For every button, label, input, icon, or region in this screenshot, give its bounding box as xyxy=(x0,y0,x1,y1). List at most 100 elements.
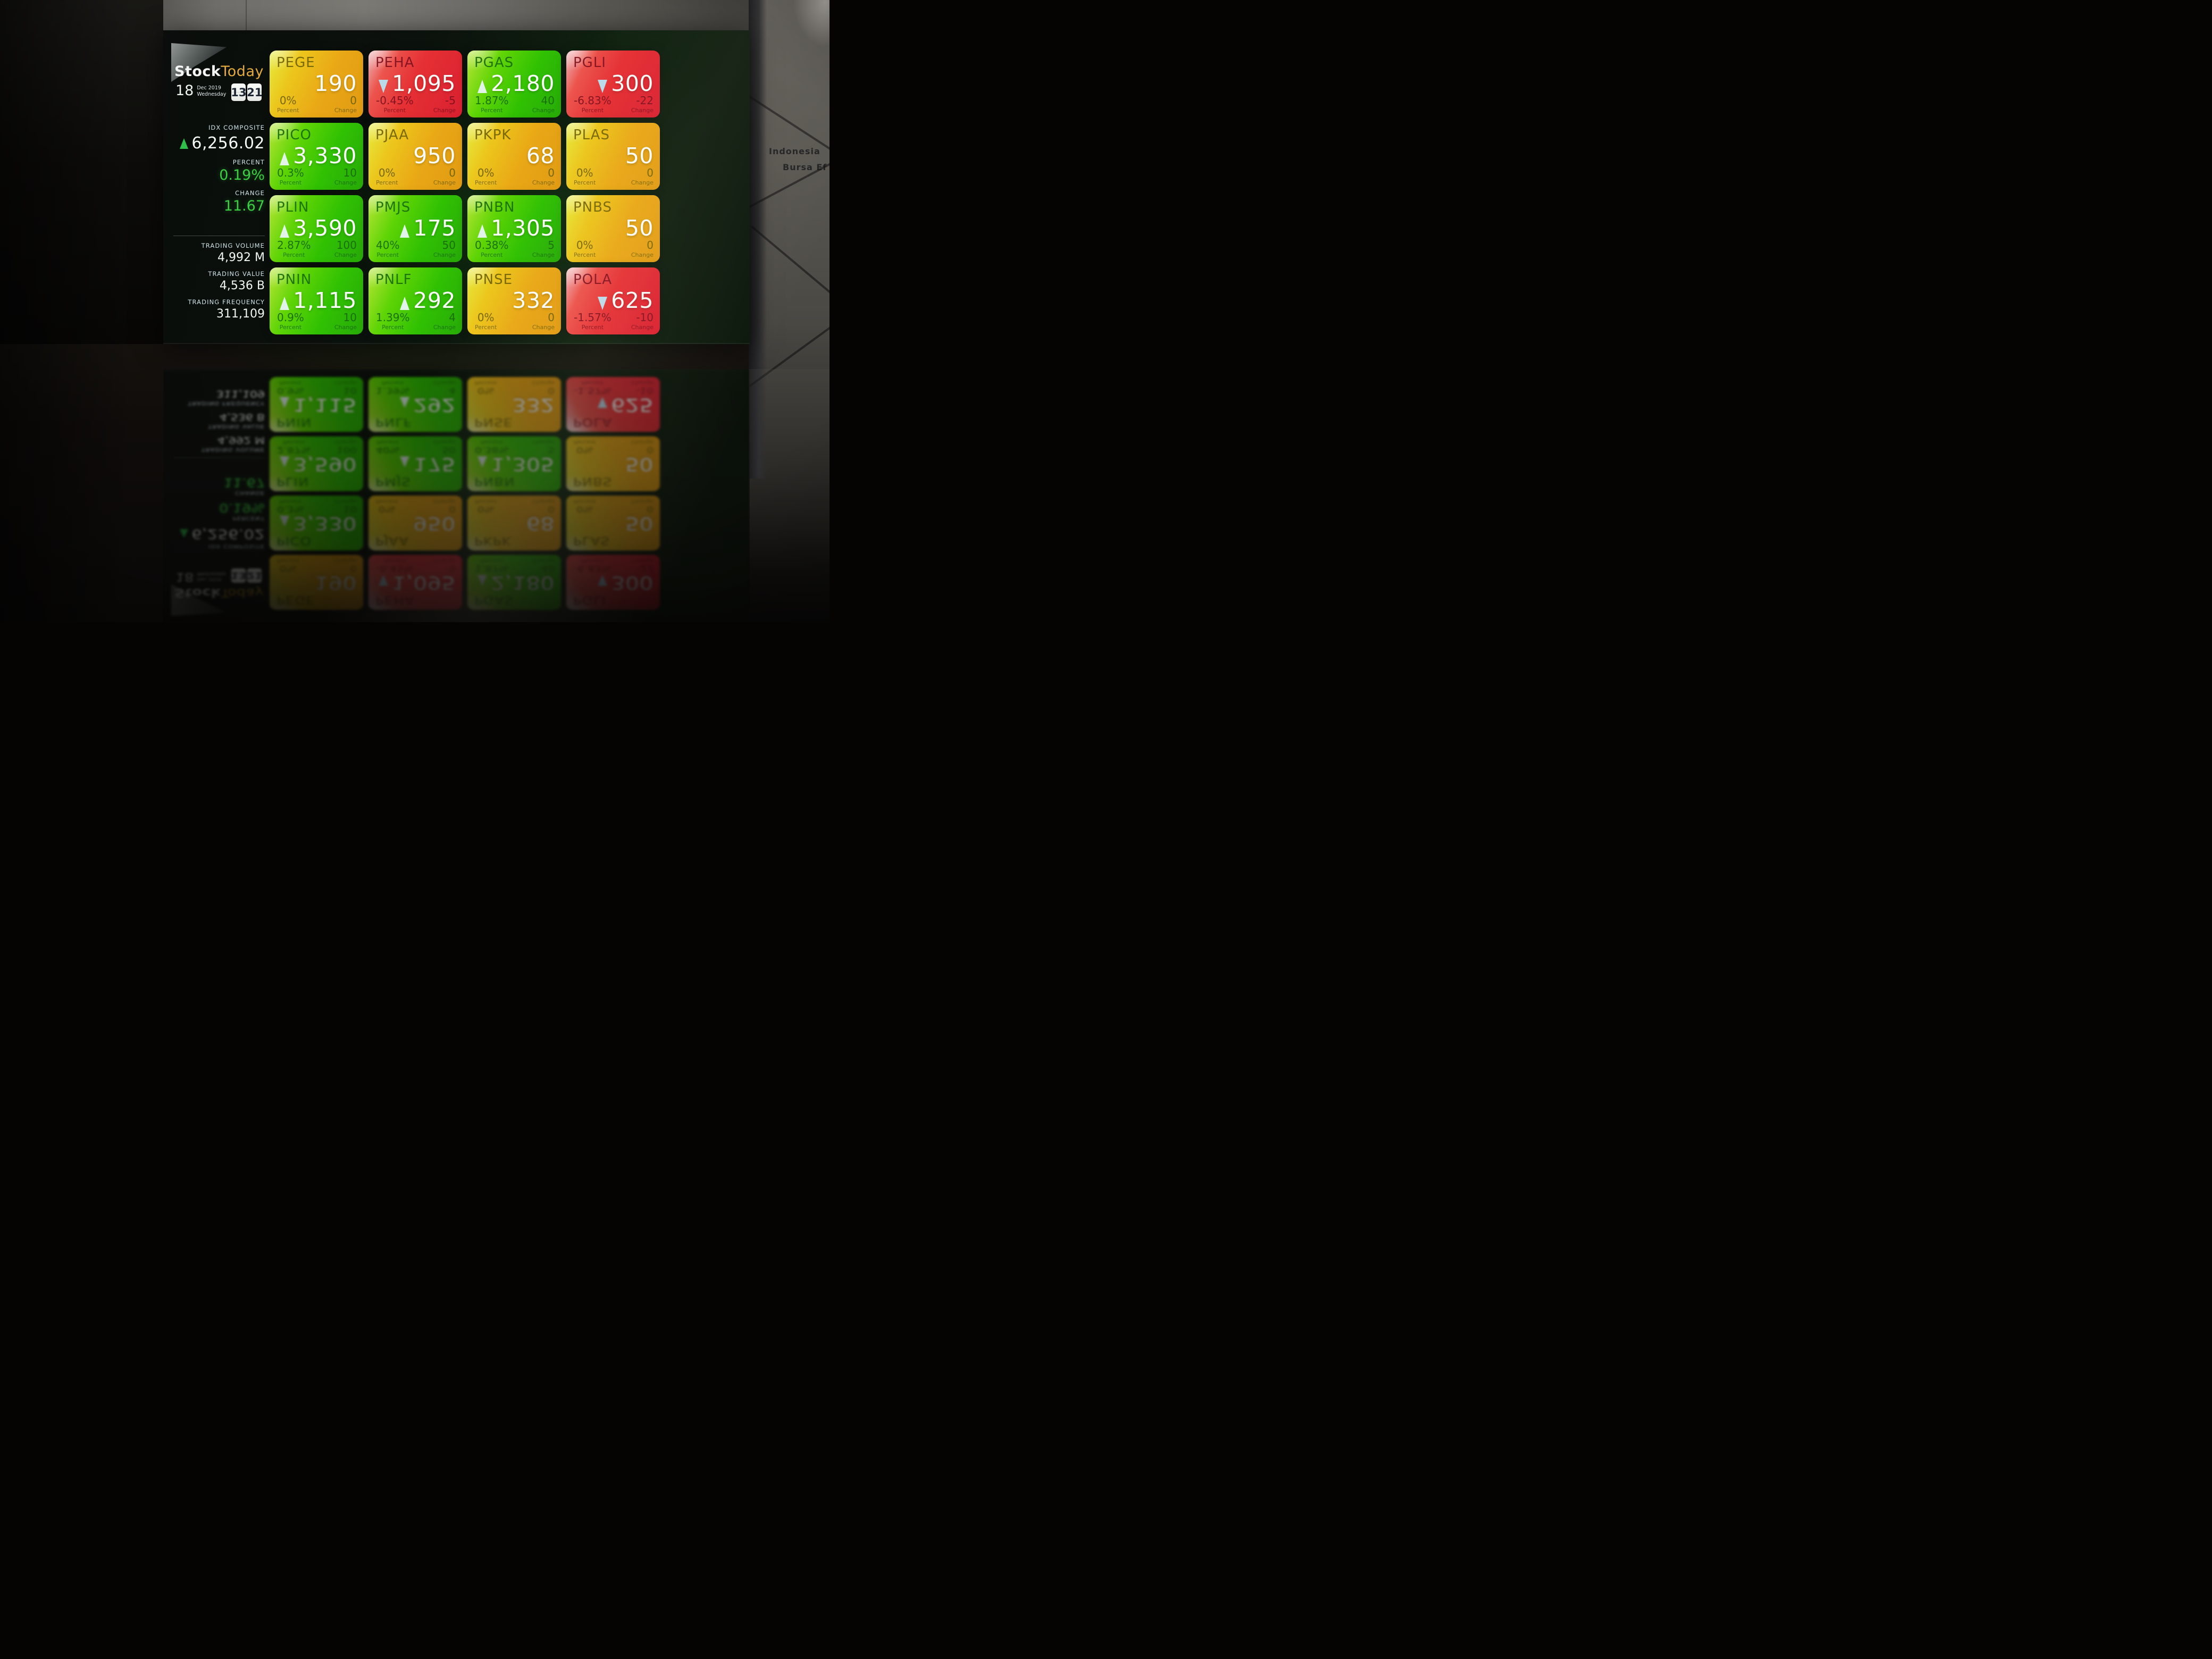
up-triangle-icon xyxy=(280,297,290,310)
percent-label: Percent xyxy=(376,179,398,186)
ticker-symbol: PNLF xyxy=(375,272,412,288)
wall-left-dark xyxy=(0,0,163,372)
app-title: StockToday xyxy=(174,63,264,80)
stock-tile: PNBN 1,305 0.38% Percent 5 Change xyxy=(467,195,561,262)
tile-stats-row: -6.83% Percent -22 Change xyxy=(574,95,653,114)
down-triangle-icon xyxy=(379,80,389,93)
price-row: 3,590 xyxy=(280,217,357,239)
percent-block: -1.57% Percent xyxy=(574,312,611,331)
price-row: 1,095 xyxy=(379,73,456,95)
percent-block: 0% Percent xyxy=(475,167,497,186)
change-block: 0 Change xyxy=(433,167,456,186)
change-label: Change xyxy=(532,179,555,186)
change-label: Change xyxy=(433,324,456,331)
change-block: 10 Change xyxy=(334,312,357,331)
pillar-reflection xyxy=(749,369,830,622)
percent-block: 0.38% Percent xyxy=(475,239,509,258)
date-sub: Dec 2019 Wednesday xyxy=(197,85,226,98)
percent-value: 0.3% xyxy=(277,166,304,179)
change-value: 0 xyxy=(449,166,456,179)
trading-volume-value: 4,992 M xyxy=(217,251,265,264)
ticker-symbol: PGAS xyxy=(474,55,514,71)
brand-stock: Stock xyxy=(174,63,221,80)
percent-label: Percent xyxy=(581,107,604,114)
stock-tile: PNLF 292 1.39% Percent 4 Change xyxy=(368,267,462,334)
down-triangle-icon xyxy=(598,297,608,310)
percent-value: -1.57% xyxy=(574,311,611,324)
change-value: 0 xyxy=(647,239,653,252)
percent-label: Percent xyxy=(475,324,497,331)
trading-volume-label: TRADING VOLUME xyxy=(201,242,265,249)
clock-hours: 13 xyxy=(231,83,247,101)
percent-block: 1.39% Percent xyxy=(376,312,410,331)
change-value: -22 xyxy=(636,94,653,107)
percent-block: 0% Percent xyxy=(376,167,398,186)
percent-block: 0% Percent xyxy=(475,312,497,331)
change-label: Change xyxy=(532,107,555,114)
trading-value-label: TRADING VALUE xyxy=(208,270,265,278)
up-triangle-icon xyxy=(180,138,189,149)
change-label: Change xyxy=(631,179,653,186)
idx-value-row: 6,256.02 xyxy=(173,134,265,153)
price-value: 50 xyxy=(625,143,653,169)
change-value: 40 xyxy=(541,94,555,107)
percent-value: 0% xyxy=(477,166,495,179)
idx-composite-block: IDX COMPOSITE 6,256.02 PERCENT 0.19% CHA… xyxy=(173,124,265,214)
percent-value: 40% xyxy=(376,239,400,252)
ticker-symbol: PNIN xyxy=(276,272,312,288)
stock-tile: PNSE 332 0% Percent 0 Change xyxy=(467,267,561,334)
stock-tile: PGLI 300 -6.83% Percent -22 Change xyxy=(566,51,660,118)
change-label: Change xyxy=(631,107,653,114)
percent-block: 2.87% Percent xyxy=(277,239,311,258)
price-value: 68 xyxy=(526,143,555,169)
wall-seam xyxy=(246,0,247,30)
change-value: 4 xyxy=(449,311,456,324)
percent-value: 0.9% xyxy=(277,311,304,324)
change-value: 100 xyxy=(336,239,357,252)
tile-stats-row: 0% Percent 0 Change xyxy=(475,312,555,331)
up-triangle-icon xyxy=(477,224,488,238)
idx-percent: 0.19% xyxy=(219,167,265,183)
pillar-highlight xyxy=(766,0,830,96)
ticker-symbol: PNBN xyxy=(474,199,515,215)
percent-block: 0.9% Percent xyxy=(277,312,304,331)
change-label: Change xyxy=(334,179,357,186)
tile-stats-row: 40% Percent 50 Change xyxy=(376,239,456,258)
ticker-symbol: POLA xyxy=(573,272,613,288)
date-day: 18 xyxy=(175,82,194,99)
percent-label: Percent xyxy=(279,179,302,186)
percent-value: 2.87% xyxy=(277,239,311,252)
price-row: 1,115 xyxy=(280,290,357,312)
change-block: 0 Change xyxy=(532,312,555,331)
percent-label: Percent xyxy=(279,324,302,331)
percent-value: 0.38% xyxy=(475,239,509,252)
change-label: Change xyxy=(433,107,456,114)
idx-change: 11.67 xyxy=(223,198,265,214)
price-row: 950 xyxy=(413,145,456,167)
stock-tile: PLAS 50 0% Percent 0 Change xyxy=(566,123,660,190)
change-label: Change xyxy=(433,252,456,258)
signage-line1: Indonesia xyxy=(769,146,820,156)
change-value: 0 xyxy=(647,166,653,179)
stock-tile: PEHA 1,095 -0.45% Percent -5 Change xyxy=(368,51,462,118)
tile-stats-row: 0% Percent 0 Change xyxy=(574,239,653,258)
change-block: 5 Change xyxy=(532,239,555,258)
ticker-symbol: PGLI xyxy=(573,55,606,71)
change-value: -10 xyxy=(636,311,653,324)
change-label: Change xyxy=(631,324,653,331)
change-block: -22 Change xyxy=(631,95,653,114)
price-value: 950 xyxy=(413,143,456,169)
stock-tile: POLA 625 -1.57% Percent -10 Change xyxy=(566,267,660,334)
percent-value: 1.87% xyxy=(475,94,509,107)
up-triangle-icon xyxy=(477,80,488,93)
up-triangle-icon xyxy=(400,224,410,238)
change-block: 4 Change xyxy=(433,312,456,331)
change-block: 40 Change xyxy=(532,95,555,114)
price-row: 2,180 xyxy=(477,73,555,95)
price-row: 332 xyxy=(512,290,555,312)
ticker-symbol: PLAS xyxy=(573,127,610,143)
clock-minutes: 21 xyxy=(247,83,263,101)
signage-line2: Bursa Ef xyxy=(783,162,827,173)
reflection-fade xyxy=(163,369,750,622)
building-signage: Indonesia Bursa Ef xyxy=(769,144,827,176)
